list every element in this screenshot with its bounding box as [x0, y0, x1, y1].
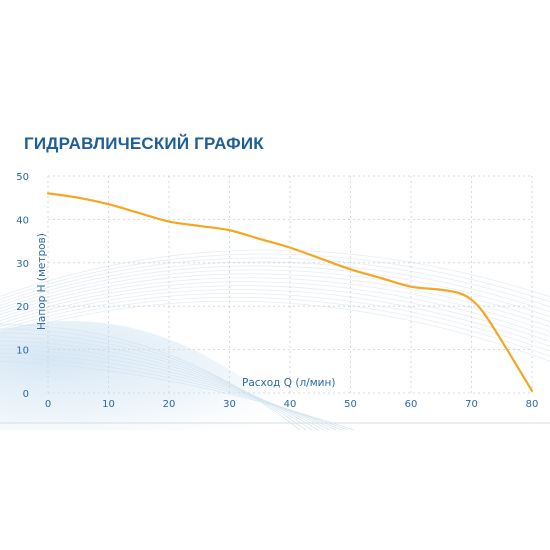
x-axis-title: Расход Q (л/мин) [242, 377, 335, 389]
swoosh-line [0, 277, 550, 332]
y-tick-label: 50 [16, 172, 29, 183]
background-swoosh [0, 321, 330, 430]
swoosh-line [0, 360, 355, 431]
x-axis-ticks: 0 10 20 30 40 50 60 70 80 [45, 399, 539, 410]
swoosh-line [0, 285, 550, 342]
x-tick-label: 70 [465, 399, 478, 410]
swoosh-line [0, 253, 550, 303]
x-tick-label: 30 [223, 399, 236, 410]
swoosh-line [0, 332, 313, 431]
x-tick-label: 0 [45, 399, 51, 410]
swoosh-line [0, 300, 550, 362]
x-tick-label: 20 [163, 399, 176, 410]
x-tick-label: 50 [344, 399, 357, 410]
y-tick-label: 20 [16, 302, 29, 313]
swoosh-line [0, 328, 307, 431]
swoosh-line [0, 261, 550, 313]
y-tick-label: 30 [16, 259, 29, 270]
x-tick-label: 10 [102, 399, 115, 410]
swoosh-line [0, 340, 325, 431]
x-tick-label: 80 [526, 399, 539, 410]
y-tick-label: 40 [16, 215, 29, 226]
swoosh-line [0, 257, 550, 308]
swoosh-line [0, 289, 550, 347]
x-tick-label: 40 [284, 399, 297, 410]
swoosh-line [0, 269, 550, 323]
swoosh-line [0, 296, 550, 357]
swoosh-line [0, 344, 331, 431]
swoosh-line [0, 336, 319, 431]
page-title: ГИДРАВЛИЧЕСКИЙ ГРАФИК [24, 134, 264, 153]
x-tick-label: 60 [405, 399, 418, 410]
series-line [46, 192, 534, 392]
y-tick-label: 0 [23, 389, 29, 400]
swoosh-line [0, 265, 550, 318]
y-axis-title: Напор H (метров) [36, 233, 48, 330]
y-tick-label: 10 [16, 346, 29, 357]
background-swoosh-lines [0, 249, 550, 431]
y-axis-ticks: 0 10 20 30 40 50 [16, 172, 29, 400]
swoosh-line [0, 324, 301, 431]
swoosh-line [0, 293, 550, 352]
swoosh-line [0, 281, 550, 337]
chart-grid [47, 175, 533, 394]
swoosh-line [0, 249, 550, 298]
